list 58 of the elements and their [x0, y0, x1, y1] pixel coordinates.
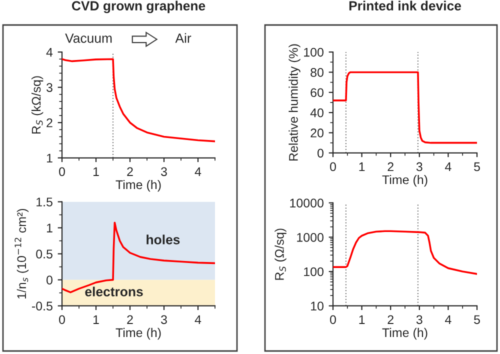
x-tick-label: 2 — [388, 315, 394, 324]
band-label: electrons — [85, 286, 143, 296]
x-tick-label: 3 — [161, 315, 167, 324]
x-tick-label: 1 — [93, 315, 99, 324]
y-tick-label: 100 — [304, 267, 324, 276]
x-tick-label: 2 — [127, 167, 133, 176]
y-tick-label: 10 — [311, 302, 324, 311]
x-axis-title: Time (h) — [116, 328, 161, 340]
y-axis-title: Relative humidity (%) — [288, 44, 300, 160]
y-tick-label: 0 — [46, 276, 52, 284]
x-axis-title: Time (h) — [116, 180, 161, 192]
y-tick-label: 2 — [46, 118, 52, 128]
x-tick-label: 0 — [330, 315, 336, 324]
chart-title: Printed ink device — [349, 0, 462, 10]
y-tick-label: 80 — [310, 68, 324, 77]
x-axis-title: Time (h) — [382, 328, 428, 340]
x-tick-label: 5 — [474, 162, 480, 172]
text: Vacuum — [65, 34, 112, 43]
x-tick-label: 1 — [93, 167, 99, 176]
x-tick-label: 1 — [359, 315, 365, 324]
line-series — [333, 71, 477, 144]
text: Air — [175, 33, 192, 43]
line-series — [333, 230, 477, 275]
x-axis-title: Time (h) — [382, 174, 428, 187]
y-tick-label: 1000 — [297, 232, 324, 242]
x-tick-label: 0 — [330, 162, 336, 172]
y-axis-title: R$_{S}$ (kΩ/sq) — [31, 76, 44, 134]
y-tick-label: 10000 — [290, 198, 324, 208]
y-tick-label: 0.5 — [36, 250, 52, 258]
y-tick-label: -0.5 — [32, 302, 52, 311]
y-tick-label: 4 — [46, 48, 53, 57]
x-tick-label: 2 — [127, 315, 133, 324]
y-tick-label: 3 — [46, 83, 52, 92]
y-tick-label: 1.5 — [36, 198, 52, 206]
y-tick-label: 100 — [304, 48, 324, 57]
y-tick-label: 0 — [318, 148, 324, 158]
line-series — [62, 58, 215, 142]
y-tick-label: 40 — [310, 108, 324, 118]
y-axis-title: 1/n$_{s}$ (10$^{−12}$ cm²) — [14, 208, 29, 299]
y-axis-title: R$_{S}$ (Ω/sq) — [274, 228, 286, 280]
x-tick-label: 0 — [59, 315, 65, 324]
x-tick-label: 4 — [445, 162, 452, 172]
y-tick-label: 1 — [46, 224, 52, 232]
x-tick-label: 3 — [161, 167, 167, 176]
y-tick-label: 1 — [46, 154, 52, 162]
x-tick-label: 1 — [359, 162, 365, 172]
x-tick-label: 3 — [416, 315, 422, 324]
x-tick-label: 4 — [445, 315, 452, 324]
chart-title: CVD grown graphene — [72, 0, 206, 14]
x-tick-label: 0 — [59, 167, 65, 176]
band-label: holes — [146, 234, 180, 244]
y-tick-label: 60 — [310, 88, 324, 98]
x-tick-label: 3 — [416, 162, 422, 172]
x-tick-label: 4 — [194, 315, 202, 324]
x-tick-label: 4 — [194, 167, 202, 176]
x-tick-label: 5 — [474, 315, 480, 324]
y-tick-label: 20 — [310, 128, 324, 138]
x-tick-label: 2 — [388, 162, 394, 172]
